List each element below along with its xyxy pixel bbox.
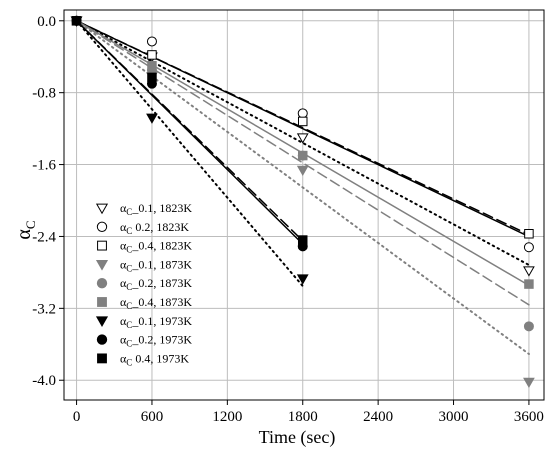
legend-label-subscript: C <box>126 320 132 330</box>
legend-label-symbol: α <box>120 276 127 290</box>
x-tick-label: 1800 <box>288 409 318 425</box>
legend-marker-triangle-down <box>95 316 109 328</box>
y-axis-title-sub: C <box>23 220 38 229</box>
data-point-triangle-down <box>296 165 309 176</box>
y-tick-label: -3.2 <box>32 301 56 317</box>
data-point-square <box>71 16 82 26</box>
axis-ticks <box>59 20 530 405</box>
legend-label-text: _0.4, 1873K <box>131 295 192 309</box>
legend-label: αC_0.4, 1873K <box>120 295 192 311</box>
legend-label-subscript: C <box>126 263 132 273</box>
data-point-circle <box>523 242 534 253</box>
legend-label: αC_0.2, 1973K <box>120 333 192 349</box>
fit-line <box>75 20 304 242</box>
legend-label-text: _0.1, 1973K <box>131 314 192 328</box>
y-axis-title-main: α <box>13 229 35 240</box>
legend-label-subscript: C <box>126 339 132 349</box>
legend-label-text: 0.4, 1973K <box>132 351 189 365</box>
legend-label: αC 0.2, 1823K <box>120 220 189 236</box>
data-point-square <box>524 279 534 289</box>
legend-label-subscript: C <box>126 301 132 311</box>
legend-label-symbol: α <box>120 351 127 365</box>
y-tick-label: -4.0 <box>32 373 56 389</box>
legend-label: αC_0.1, 1873K <box>120 257 192 273</box>
legend-label: αC 0.4, 1973K <box>120 351 189 367</box>
data-point-triangle-down <box>296 274 309 285</box>
x-tick-label: 0 <box>73 409 81 425</box>
x-tick-label: 3000 <box>439 409 469 425</box>
legend-label-symbol: α <box>120 333 127 347</box>
data-point-square <box>297 150 308 161</box>
legend-label: αC_0.4, 1823K <box>120 239 192 255</box>
data-point-circle <box>523 321 534 332</box>
tick-labels: 0 600 1200 1800 2400 3000 3600 0.0 -0.8 -1.6 -2.4 -… <box>32 14 544 425</box>
data-point-square <box>147 72 157 83</box>
legend-label-subscript: C <box>126 357 132 367</box>
legend-label-text: _0.1, 1873K <box>131 257 192 271</box>
legend-label-text: _0.2, 1873K <box>131 276 192 290</box>
data-point-triangle-down <box>523 266 535 277</box>
legend-label-symbol: α <box>120 257 127 271</box>
legend-label-symbol: α <box>120 201 127 215</box>
legend-marker-triangle-down <box>95 260 109 271</box>
legend-label-subscript: C <box>126 282 132 292</box>
legend-label-text: _0.4, 1823K <box>131 239 192 253</box>
legend-label-text: _0.1, 1823K <box>131 201 192 215</box>
grid <box>64 10 544 400</box>
data-point-circle <box>146 36 157 47</box>
legend-marker-circle <box>96 334 108 345</box>
data-point-square <box>297 116 308 127</box>
data-point-triangle-down <box>296 133 309 144</box>
plot-frame <box>63 9 545 401</box>
legend-label-subscript: C <box>126 245 132 255</box>
data-point-triangle-down <box>523 377 535 389</box>
data-point-square <box>524 229 534 239</box>
data-point-triangle-down <box>146 113 158 124</box>
legend-label-subscript: C <box>126 226 132 236</box>
legend-marker-circle <box>96 278 108 289</box>
legend-label: αC_0.1, 1973K <box>120 314 192 330</box>
data-points <box>70 15 535 389</box>
data-point-square <box>297 235 308 245</box>
x-axis-title: Time (sec) <box>259 427 336 448</box>
legend-marker-square <box>97 353 107 364</box>
legend-label-symbol: α <box>120 239 127 253</box>
legend-marker-square <box>97 240 107 251</box>
y-tick-label: 0.0 <box>37 14 56 30</box>
fit-line <box>75 19 304 288</box>
legend-label-symbol: α <box>120 314 127 328</box>
legend-label-symbol: α <box>120 295 127 309</box>
legend-label: αC_0.1, 1823K <box>120 201 192 217</box>
data-point-circle <box>297 108 308 119</box>
legend-label-subscript: C <box>126 207 132 217</box>
legend-label-text: _0.2, 1973K <box>131 333 192 347</box>
legend-marker-square <box>97 297 107 307</box>
y-tick-label: -1.6 <box>32 158 56 174</box>
legend-label-symbol: α <box>120 220 127 234</box>
data-point-square <box>147 60 157 71</box>
legend-marker-triangle-down <box>95 203 109 215</box>
legend-marker-circle <box>96 221 108 232</box>
x-tick-label: 2400 <box>363 409 393 425</box>
data-point-square <box>147 50 157 60</box>
legend-label: αC_0.2, 1873K <box>120 276 192 292</box>
x-tick-label: 1200 <box>212 409 242 425</box>
x-tick-label: 600 <box>141 409 164 425</box>
legend-label-text: 0.2, 1823K <box>132 220 189 234</box>
y-tick-label: -0.8 <box>32 86 56 102</box>
fit-line <box>75 20 530 306</box>
x-tick-label: 3600 <box>514 409 544 425</box>
y-axis-title: αC <box>13 220 38 239</box>
fit-line <box>75 19 530 267</box>
y-tick-label: -2.4 <box>32 229 56 245</box>
